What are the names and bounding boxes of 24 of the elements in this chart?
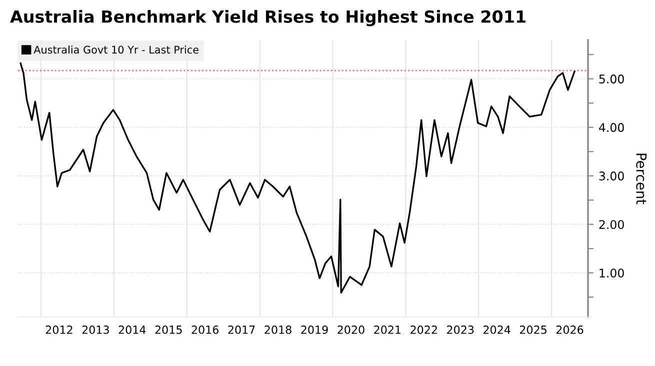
x-tick-label: 2015 (155, 326, 182, 334)
x-tick-label: 2012 (46, 326, 72, 334)
x-tick-label: 2016 (192, 326, 219, 334)
x-tick-label: 2025 (520, 326, 546, 334)
x-tick-label: 2020 (338, 326, 364, 334)
y-tick-label: 4.00 (598, 123, 624, 132)
x-tick-label: 2021 (374, 326, 401, 334)
x-tick-label: 2018 (264, 326, 292, 334)
x-tick-label: 2022 (410, 326, 437, 334)
x-tick-label: 2019 (301, 326, 328, 334)
y-axis-title: Percent (636, 154, 646, 204)
x-tick-label: 2014 (118, 326, 146, 334)
y-tick-label: 1.00 (600, 268, 624, 278)
x-tick-label: 2023 (447, 326, 474, 334)
x-tick-label: 2017 (228, 326, 255, 334)
x-tick-label: 2026 (556, 326, 584, 334)
x-tick-label: 2024 (484, 326, 510, 334)
x-tick-label: 2013 (82, 326, 109, 334)
legend-label: Australia Govt 10 Yr - Last Price (34, 46, 198, 54)
y-tick-label: 2.00 (599, 220, 624, 229)
line-series (20, 62, 576, 294)
y-tick-label: 5.00 (599, 74, 624, 84)
y-tick-label: 3.00 (599, 172, 624, 180)
chart-title: Australia Benchmark Yield Rises to Highest Since 2011 (10, 10, 526, 26)
